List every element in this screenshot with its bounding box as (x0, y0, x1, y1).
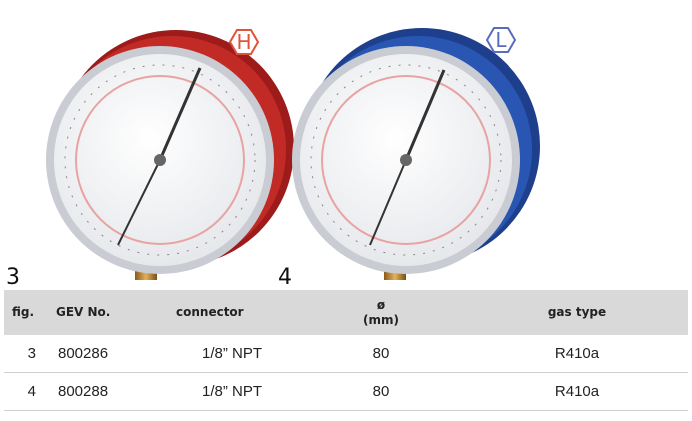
badge: H (236, 30, 251, 54)
table-cell: 1/8” NPT (168, 372, 296, 411)
table-row: 4 800288 1/8” NPT 80 R410a (4, 372, 688, 411)
table-cell: 4 (4, 372, 42, 411)
column-header: gas type (466, 290, 688, 335)
table-cell: 80 (296, 372, 466, 411)
table-cell: 3 (4, 335, 42, 373)
table-body: 3 800286 1/8” NPT 80 R410a 4 800288 1/8” NPT 80 R… (4, 335, 688, 411)
table-cell: 800288 (42, 372, 168, 411)
table-cell: 80 (296, 335, 466, 373)
header-row: fig. GEV No. connector ø (mm) gas type (4, 290, 688, 335)
table-cell: R410a (466, 335, 688, 373)
column-header: fig. (4, 290, 42, 335)
gauge-high: H (46, 29, 294, 280)
product-images: H L 3 4 (6, 27, 540, 288)
table-cell: R410a (466, 372, 688, 411)
figure-number: 3 (6, 265, 20, 288)
table-cell: 1/8” NPT (168, 335, 296, 373)
spec-table: fig. GEV No. connector ø (mm) gas type 3 8002… (4, 290, 688, 411)
table-cell: 800286 (42, 335, 168, 373)
table-row: 3 800286 1/8” NPT 80 R410a (4, 335, 688, 373)
gauge-low: L (292, 27, 540, 280)
figure-number: 4 (278, 265, 292, 288)
column-header: GEV No. (42, 290, 168, 335)
badge: L (495, 28, 507, 52)
column-header: ø (mm) (296, 290, 466, 335)
column-header: connector (168, 290, 296, 335)
